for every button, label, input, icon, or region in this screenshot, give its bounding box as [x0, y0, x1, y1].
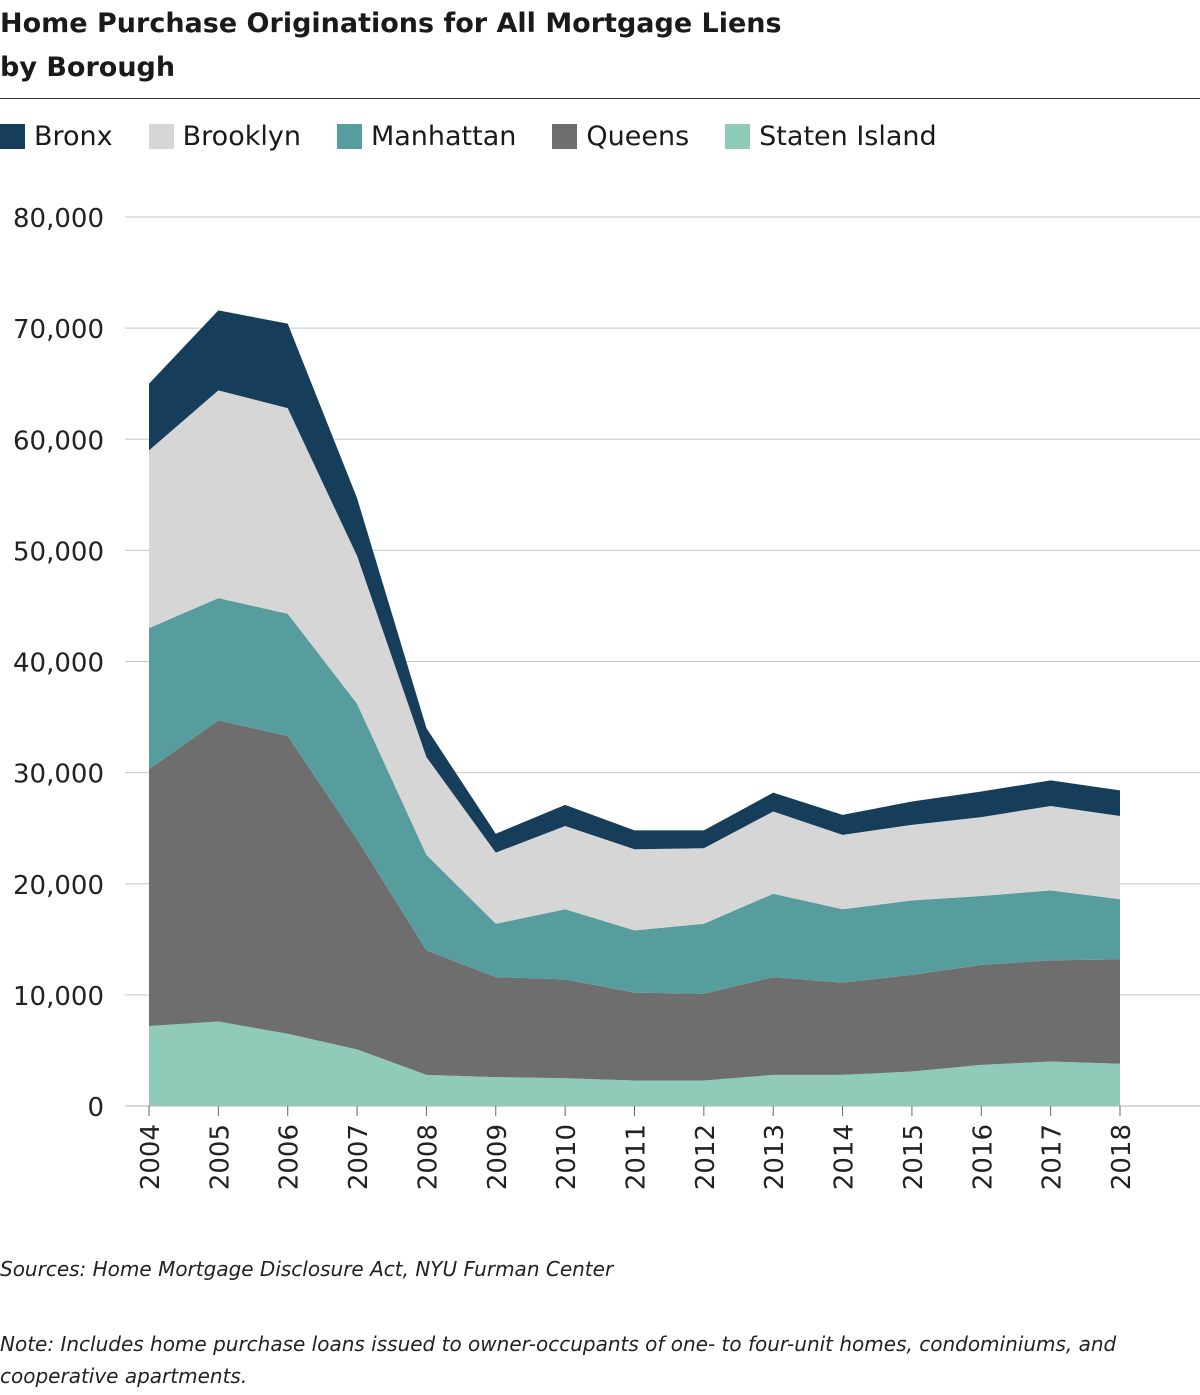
x-tick-label: 2013: [760, 1124, 790, 1190]
x-tick-label: 2015: [899, 1124, 929, 1190]
y-tick-label: 0: [87, 1093, 104, 1123]
chart-title-line-1: Home Purchase Originations for All Mortg…: [0, 8, 782, 39]
y-tick-label: 80,000: [13, 204, 104, 234]
x-tick-label: 2010: [552, 1124, 582, 1190]
y-tick-label: 30,000: [13, 760, 104, 790]
x-tick-label: 2016: [968, 1124, 998, 1190]
chart-title-line-2: by Borough: [0, 52, 176, 83]
legend-label-bronx: Bronx: [34, 120, 113, 152]
y-tick-label: 50,000: [13, 537, 104, 567]
x-tick-label: 2018: [1107, 1124, 1137, 1190]
legend-swatch-staten-island: [725, 123, 751, 149]
area-queens: [149, 720, 1120, 1081]
x-tick-label: 2011: [622, 1124, 652, 1190]
legend-swatch-brooklyn: [148, 123, 174, 149]
area-staten-island: [149, 1021, 1120, 1106]
y-tick-label: 60,000: [13, 426, 104, 456]
legend-item-manhattan: Manhattan: [336, 120, 517, 152]
y-tick-label: 10,000: [13, 982, 104, 1012]
x-tick-label: 2005: [205, 1124, 235, 1190]
area-manhattan: [149, 598, 1120, 994]
area-bronx: [149, 310, 1120, 853]
legend-swatch-queens: [552, 123, 578, 149]
legend-swatch-bronx: [0, 123, 25, 149]
legend: Bronx Brooklyn Manhattan Queens Staten I…: [0, 116, 973, 156]
x-tick-label: 2008: [413, 1124, 443, 1190]
legend-label-staten-island: Staten Island: [759, 120, 937, 152]
y-tick-label: 70,000: [13, 315, 104, 345]
x-tick-label: 2007: [344, 1124, 374, 1190]
x-tick-label: 2004: [136, 1124, 166, 1190]
legend-item-bronx: Bronx: [0, 121, 113, 152]
title-divider: [0, 98, 1200, 99]
legend-label-brooklyn: Brooklyn: [182, 120, 301, 152]
legend-swatch-manhattan: [336, 123, 362, 149]
y-tick-label: 40,000: [13, 649, 104, 679]
legend-label-manhattan: Manhattan: [370, 120, 517, 152]
x-tick-label: 2009: [483, 1124, 513, 1190]
sources-text: Sources: Home Mortgage Disclosure Act, N…: [0, 1257, 614, 1281]
legend-item-queens: Queens: [552, 121, 689, 152]
legend-item-brooklyn: Brooklyn: [148, 120, 301, 152]
stacked-area-chart: 0 10,000 20,000 30,000 40,000 50,000 60,000 70,…: [13, 204, 1200, 1190]
legend-item-staten-island: Staten Island: [725, 121, 937, 152]
x-tick-label: 2006: [275, 1124, 305, 1190]
area-brooklyn: [149, 390, 1120, 931]
chart-title: Home Purchase Originations for All Mortg…: [0, 2, 1000, 90]
note-text: Note: Includes home purchase loans issue…: [0, 1332, 1117, 1388]
x-tick-label: 2014: [830, 1124, 860, 1190]
legend-label-queens: Queens: [586, 120, 690, 152]
x-tick-label: 2017: [1038, 1124, 1068, 1190]
x-tick-label: 2012: [691, 1124, 721, 1190]
y-tick-label: 20,000: [13, 871, 104, 901]
